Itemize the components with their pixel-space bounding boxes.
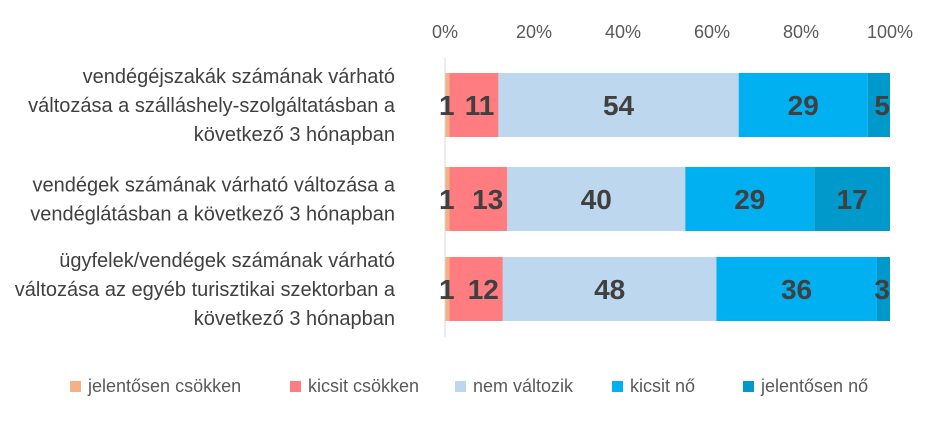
x-tick-label: 0% bbox=[432, 22, 458, 42]
legend-swatch bbox=[743, 381, 754, 392]
category-label: ügyfelek/vendégek számának várható bbox=[59, 250, 395, 272]
category-label: vendégéjszakák számának várható bbox=[83, 66, 395, 88]
category-label: változása a szálláshely-szolgáltatásban … bbox=[28, 95, 396, 117]
data-label: 1 bbox=[439, 274, 455, 305]
bar-segment bbox=[449, 167, 508, 231]
bars bbox=[445, 73, 890, 321]
data-labels: 1 11 54 29 51 13 40 29 171 12 48 36 3 bbox=[439, 90, 890, 305]
data-label: 36 bbox=[781, 274, 812, 305]
bar-segment bbox=[445, 257, 450, 321]
category-label: változása az egyéb turisztikai szektorba… bbox=[15, 279, 396, 301]
bar-segment bbox=[814, 167, 890, 231]
data-label: 48 bbox=[594, 274, 625, 305]
x-tick-label: 20% bbox=[516, 22, 552, 42]
data-label: 29 bbox=[788, 90, 819, 121]
legend: jelentősen csökken kicsit csökken nem vált… bbox=[70, 376, 868, 396]
legend-swatch bbox=[455, 381, 466, 392]
category-labels: vendégéjszakák számának várható változása… bbox=[15, 66, 396, 330]
data-label: 1 bbox=[439, 90, 455, 121]
bar-segment bbox=[685, 167, 815, 231]
x-tick-label: 100% bbox=[867, 22, 913, 42]
data-label: 5 bbox=[874, 90, 890, 121]
legend-swatch bbox=[290, 381, 301, 392]
data-label: 40 bbox=[581, 184, 612, 215]
category-label: vendégek számának várható változása a bbox=[33, 175, 396, 197]
bar-segment bbox=[738, 73, 868, 137]
category-label: vendéglátásban a következő 3 hónapban bbox=[30, 204, 395, 226]
category-label: következő 3 hónapban bbox=[194, 124, 395, 146]
bar-segment bbox=[867, 73, 890, 137]
legend-label: nem változik bbox=[473, 376, 574, 396]
data-label: 17 bbox=[837, 184, 868, 215]
bar-segment bbox=[498, 73, 739, 137]
bar-segment bbox=[502, 257, 717, 321]
bar-segment bbox=[716, 257, 877, 321]
legend-label: kicsit csökken bbox=[308, 376, 419, 396]
data-label: 29 bbox=[734, 184, 765, 215]
legend-swatch bbox=[70, 381, 81, 392]
bar-segment bbox=[876, 257, 890, 321]
data-label: 13 bbox=[472, 184, 503, 215]
x-tick-label: 60% bbox=[694, 22, 730, 42]
x-tick-label: 80% bbox=[783, 22, 819, 42]
legend-label: jelentősen csökken bbox=[87, 376, 241, 396]
x-axis: 0% 20% 40% 60% 80% 100% bbox=[432, 22, 913, 42]
legend-label: kicsit nő bbox=[630, 376, 695, 396]
x-tick-label: 40% bbox=[605, 22, 641, 42]
category-label: következő 3 hónapban bbox=[194, 308, 395, 330]
bar-segment bbox=[445, 73, 450, 137]
bar-segment bbox=[449, 257, 503, 321]
data-label: 11 bbox=[465, 90, 495, 121]
data-label: 3 bbox=[874, 274, 890, 305]
bar-segment bbox=[445, 167, 450, 231]
data-label: 12 bbox=[468, 274, 499, 305]
data-label: 54 bbox=[603, 90, 635, 121]
legend-swatch bbox=[612, 381, 623, 392]
legend-label: jelentősen nő bbox=[760, 376, 868, 396]
bar-segment bbox=[449, 73, 499, 137]
data-label: 1 bbox=[439, 184, 455, 215]
bar-segment bbox=[507, 167, 686, 231]
